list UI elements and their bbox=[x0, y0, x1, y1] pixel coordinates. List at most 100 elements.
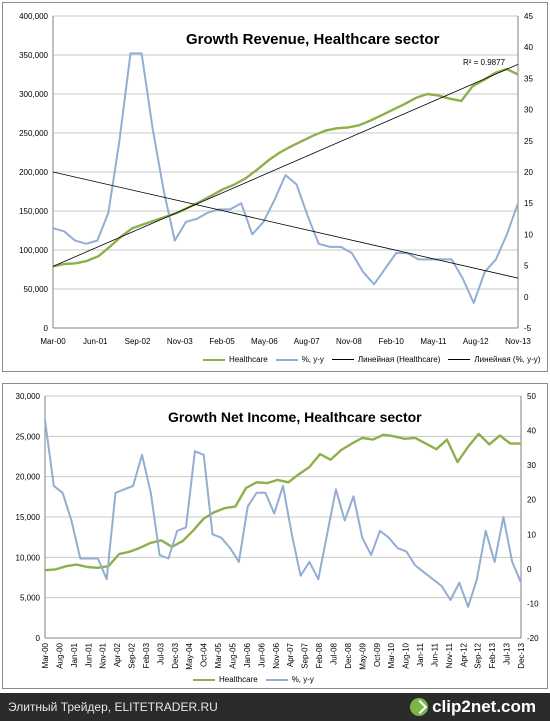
y2-tick-label: -10 bbox=[527, 599, 539, 608]
y2-tick-label: 30 bbox=[527, 461, 536, 470]
x-tick-label: Jun-01 bbox=[84, 642, 93, 667]
brand-logo[interactable]: clip2net.com bbox=[410, 697, 536, 717]
x-tick-label: Aug-00 bbox=[55, 642, 64, 668]
x-tick-label: Nov-08 bbox=[336, 337, 362, 346]
x-tick-label: Nov-11 bbox=[445, 642, 454, 668]
legend-label: Линейная (Healthcare) bbox=[357, 355, 441, 364]
x-tick-label: Mar-10 bbox=[387, 642, 396, 668]
y2-tick-label: 10 bbox=[527, 530, 536, 539]
x-tick-label: Jul-13 bbox=[503, 642, 512, 664]
net-income-chart-title: Growth Net Income, Healthcare sector bbox=[168, 409, 422, 425]
x-tick-label: Feb-10 bbox=[379, 337, 405, 346]
y2-tick-label: 35 bbox=[524, 74, 533, 83]
x-tick-label: Aug-05 bbox=[229, 642, 238, 668]
y-tick-label: 5,000 bbox=[20, 594, 41, 603]
x-tick-label: Nov-13 bbox=[505, 337, 531, 346]
series-line-healthcare bbox=[44, 432, 521, 572]
legend-item-linear-healthcare: Линейная (Healthcare) bbox=[331, 355, 441, 364]
legend-label: Линейная (%, y-y) bbox=[474, 355, 541, 364]
x-tick-label: Jul-03 bbox=[156, 642, 165, 664]
x-tick-label: May-09 bbox=[358, 642, 367, 669]
x-tick-label: Jun-01 bbox=[83, 337, 108, 346]
y2-tick-label: 40 bbox=[527, 427, 536, 436]
y2-tick-label: 15 bbox=[524, 199, 533, 208]
legend-swatch-percent bbox=[265, 678, 288, 681]
y2-tick-label: 20 bbox=[527, 496, 536, 505]
x-tick-label: Jan-01 bbox=[70, 642, 79, 667]
revenue-chart-legend: Healthcare %, y-y Линейная (Healthcare) … bbox=[203, 355, 548, 364]
x-tick-label: May-04 bbox=[185, 642, 194, 669]
footer-caption: Элитный Трейдер, ELITETRADER.RU bbox=[8, 700, 218, 714]
x-tick-label: Sep-07 bbox=[301, 642, 310, 668]
series-line-percent bbox=[52, 52, 519, 304]
legend-label: %, y-y bbox=[291, 675, 314, 684]
revenue-chart: 0 50,000 100,000 150,000 200,000 250,000 300,0… bbox=[19, 12, 533, 346]
x-tick-label: Oct-09 bbox=[373, 642, 382, 667]
legend-item-linear-percent: Линейная (%, y-y) bbox=[448, 355, 540, 364]
x-tick-label: Dec-13 bbox=[517, 642, 526, 668]
revenue-chart-panel: 0 50,000 100,000 150,000 200,000 250,000 300,0… bbox=[2, 2, 548, 372]
series-line-healthcare bbox=[52, 67, 519, 268]
y-tick-label: 0 bbox=[36, 634, 41, 643]
x-tick-label: Mar-00 bbox=[40, 337, 66, 346]
y2-tick-label: 5 bbox=[524, 262, 529, 271]
x-tick-label: Jun-06 bbox=[257, 642, 266, 667]
x-tick-label: Sep-02 bbox=[128, 642, 137, 668]
y-tick-label: 50,000 bbox=[24, 285, 49, 294]
y2-tick-label: 0 bbox=[524, 293, 529, 302]
x-tick-label: Aug-07 bbox=[294, 337, 320, 346]
x-tick-label: Oct-04 bbox=[200, 642, 209, 667]
legend-swatch-healthcare bbox=[193, 678, 215, 681]
legend-item-percent: %, y-y bbox=[265, 675, 314, 684]
y-tick-label: 200,000 bbox=[19, 168, 48, 177]
legend-label: Healthcare bbox=[219, 675, 258, 684]
x-tick-label: Aug-12 bbox=[463, 337, 489, 346]
x-tick-label: Feb-13 bbox=[488, 642, 497, 668]
x-tick-label: Dec-03 bbox=[171, 642, 180, 668]
y2-tick-label: 25 bbox=[524, 137, 533, 146]
y2-tick-label: 0 bbox=[527, 565, 532, 574]
x-tick-label: Nov-03 bbox=[167, 337, 193, 346]
x-tick-label: Feb-05 bbox=[209, 337, 235, 346]
x-tick-label: May-11 bbox=[420, 337, 447, 346]
y-tick-label: 150,000 bbox=[19, 207, 48, 216]
legend-item-healthcare: Healthcare bbox=[203, 355, 268, 364]
y2-tick-label: 30 bbox=[524, 106, 533, 115]
net-income-chart-panel: 0 5,000 10,000 15,000 20,000 25,000 30,000 -20 -… bbox=[2, 383, 548, 689]
y-tick-label: 350,000 bbox=[19, 51, 48, 60]
x-tick-label: Aug-10 bbox=[402, 642, 411, 668]
y-tick-label: 25,000 bbox=[16, 432, 41, 441]
x-tick-label: Jan-06 bbox=[243, 642, 252, 667]
revenue-chart-title: Growth Revenue, Healthcare sector bbox=[186, 31, 440, 48]
legend-swatch-linear-healthcare bbox=[331, 359, 354, 360]
x-tick-label: Mar-05 bbox=[214, 642, 223, 668]
x-tick-label: Mar-00 bbox=[41, 642, 50, 668]
legend-swatch-percent bbox=[275, 358, 298, 361]
y2-tick-label: -20 bbox=[527, 634, 539, 643]
y-tick-label: 20,000 bbox=[16, 473, 41, 482]
x-tick-label: Nov-01 bbox=[99, 642, 108, 668]
y-tick-label: 400,000 bbox=[19, 12, 48, 21]
x-tick-label: Sep-12 bbox=[474, 642, 483, 668]
y2-tick-label: 50 bbox=[527, 392, 536, 401]
y-tick-label: 0 bbox=[44, 324, 49, 333]
trendline-percent bbox=[52, 171, 519, 279]
brand-name: clip2net.com bbox=[432, 697, 536, 716]
x-tick-label: Nov-06 bbox=[272, 642, 281, 668]
x-tick-label: Apr-07 bbox=[286, 642, 295, 667]
y2-tick-label: -5 bbox=[524, 324, 532, 333]
footer-bar: Элитный Трейдер, ELITETRADER.RU clip2net… bbox=[0, 693, 550, 721]
legend-swatch-linear-percent bbox=[448, 359, 471, 360]
x-tick-label: Sep-02 bbox=[125, 337, 151, 346]
y-tick-label: 300,000 bbox=[19, 90, 48, 99]
clip2net-icon bbox=[410, 698, 429, 716]
x-tick-label: Jul-08 bbox=[329, 642, 338, 664]
y2-tick-label: 40 bbox=[524, 43, 533, 52]
net-income-chart: 0 5,000 10,000 15,000 20,000 25,000 30,000 -20 -… bbox=[16, 392, 540, 670]
y2-tick-label: 10 bbox=[524, 230, 533, 239]
legend-swatch-healthcare bbox=[203, 358, 225, 361]
y2-tick-label: 45 bbox=[524, 12, 533, 21]
x-tick-label: Apr-02 bbox=[113, 642, 122, 667]
x-tick-label: Feb-03 bbox=[142, 642, 151, 668]
x-tick-label: Apr-12 bbox=[459, 642, 468, 667]
